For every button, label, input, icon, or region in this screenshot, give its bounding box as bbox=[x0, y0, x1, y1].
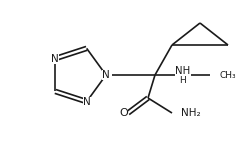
Text: CH₃: CH₃ bbox=[219, 71, 236, 80]
Text: NH₂: NH₂ bbox=[180, 108, 200, 118]
Text: N: N bbox=[82, 97, 90, 107]
Text: O: O bbox=[119, 108, 128, 118]
Text: N: N bbox=[51, 53, 59, 64]
Text: N: N bbox=[102, 70, 110, 80]
Text: H: H bbox=[179, 75, 186, 84]
Text: NH: NH bbox=[175, 66, 190, 76]
